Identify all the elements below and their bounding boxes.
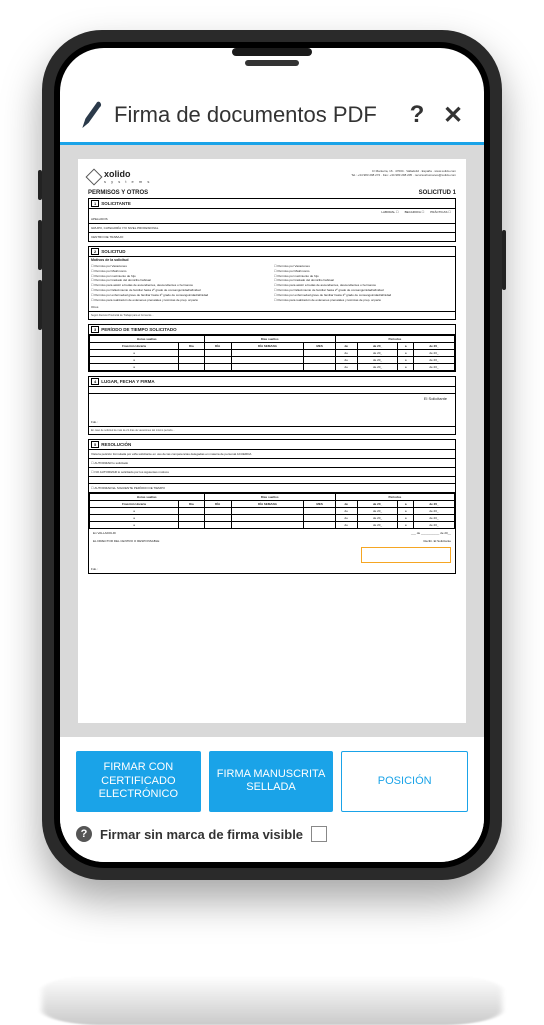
doc-title-left: PERMISOS Y OTROS: [88, 190, 148, 196]
close-button[interactable]: ✕: [440, 102, 466, 128]
section-lugar-fecha-firma: 4LUGAR, FECHA Y FIRMA El Solicitante Fdo…: [88, 376, 456, 435]
section-solicitud: 2SOLICITUD Motivos de la solicitud Permi…: [88, 246, 456, 320]
doc-address: C/ Mantería, 16 · 47004 · Valladolid · E…: [351, 169, 456, 177]
phone-side-button: [38, 280, 42, 330]
app-title: Firma de documentos PDF: [114, 102, 394, 128]
pen-icon: [78, 100, 104, 130]
sign-handwritten-button[interactable]: FIRMA MANUSCRITA SELLADA: [209, 751, 334, 812]
phone-frame: Firma de documentos PDF ? ✕ xolido s y s…: [42, 30, 502, 880]
help-icon[interactable]: ?: [76, 826, 92, 842]
doc-title-right: SOLICITUD 1: [419, 190, 456, 196]
invisible-signature-checkbox[interactable]: [311, 826, 327, 842]
invisible-signature-label: Firmar sin marca de firma visible: [100, 827, 303, 842]
help-button[interactable]: ?: [404, 102, 430, 128]
phone-notch: [232, 48, 312, 56]
pdf-document: xolido s y s t e m s C/ Mantería, 16 · 4…: [78, 159, 466, 723]
signature-target-box[interactable]: [361, 547, 451, 563]
phone-side-button: [38, 170, 42, 200]
sign-certificate-button[interactable]: FIRMAR CON CERTIFICADO ELECTRÓNICO: [76, 751, 201, 812]
position-button[interactable]: POSICIÓN: [341, 751, 468, 812]
document-viewport[interactable]: xolido s y s t e m s C/ Mantería, 16 · 4…: [60, 145, 484, 737]
brand-name: xolido: [104, 169, 151, 179]
brand-logo: xolido s y s t e m s: [88, 169, 151, 184]
brand-sub: s y s t e m s: [104, 179, 151, 184]
phone-speaker: [245, 60, 299, 66]
section-resolucion: 5RESOLUCIÓN Vista la petición formulada …: [88, 439, 456, 574]
section-solicitante: 1SOLICITANTE LABORAL BECARIO/A PRÁCTICAS…: [88, 198, 456, 242]
app-header: Firma de documentos PDF ? ✕: [60, 94, 484, 145]
action-bar: FIRMAR CON CERTIFICADO ELECTRÓNICO FIRMA…: [60, 737, 484, 862]
phone-reflection: [42, 975, 502, 1025]
section-periodo: 3PERÍODO DE TIEMPO SOLICITADO Horas suel…: [88, 324, 456, 372]
phone-side-button: [38, 220, 42, 270]
app-screen: Firma de documentos PDF ? ✕ xolido s y s…: [60, 48, 484, 862]
phone-side-button: [502, 230, 506, 290]
